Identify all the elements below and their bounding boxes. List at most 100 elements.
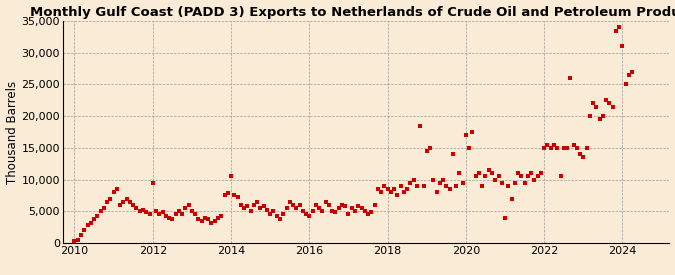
Point <box>265 212 275 217</box>
Point <box>376 190 387 194</box>
Point <box>460 133 471 138</box>
Point <box>294 203 305 207</box>
Point <box>614 25 624 30</box>
Point <box>591 104 602 109</box>
Point <box>76 233 86 238</box>
Point <box>627 70 638 74</box>
Point <box>581 146 592 150</box>
Point <box>108 190 119 194</box>
Point <box>105 196 116 201</box>
Point <box>526 171 537 175</box>
Title: Monthly Gulf Coast (PADD 3) Exports to Netherlands of Crude Oil and Petroleum Pr: Monthly Gulf Coast (PADD 3) Exports to N… <box>30 6 675 18</box>
Point <box>382 187 393 191</box>
Point <box>213 215 223 220</box>
Point <box>86 221 97 225</box>
Point <box>300 212 311 217</box>
Point <box>128 203 138 207</box>
Point <box>193 217 204 221</box>
Point <box>177 212 188 217</box>
Point <box>307 209 318 213</box>
Point <box>396 184 406 188</box>
Point <box>428 177 439 182</box>
Point <box>259 204 269 208</box>
Point <box>385 190 396 194</box>
Point <box>239 206 250 210</box>
Point <box>480 174 491 178</box>
Point <box>549 142 560 147</box>
Point <box>281 206 292 210</box>
Point <box>412 184 423 188</box>
Point <box>362 212 373 217</box>
Point <box>95 209 106 213</box>
Point <box>154 212 165 217</box>
Point <box>601 98 612 103</box>
Point <box>555 174 566 178</box>
Point <box>118 200 129 204</box>
Point <box>310 203 321 207</box>
Point <box>340 204 350 208</box>
Point <box>369 203 380 207</box>
Point <box>421 149 432 153</box>
Point <box>200 215 211 220</box>
Point <box>330 210 341 215</box>
Point <box>444 187 455 191</box>
Point <box>513 171 524 175</box>
Point <box>402 187 412 191</box>
Point <box>144 212 155 217</box>
Point <box>408 177 419 182</box>
Point <box>291 206 302 210</box>
Point <box>392 193 403 197</box>
Point <box>186 209 197 213</box>
Point <box>451 184 462 188</box>
Point <box>617 44 628 49</box>
Point <box>441 184 452 188</box>
Point <box>248 203 259 207</box>
Point <box>131 206 142 210</box>
Point <box>356 206 367 210</box>
Point <box>102 200 113 204</box>
Point <box>82 223 93 227</box>
Point <box>180 206 191 210</box>
Point <box>389 187 400 191</box>
Point <box>448 152 458 156</box>
Point <box>457 180 468 185</box>
Point <box>206 221 217 225</box>
Point <box>435 180 446 185</box>
Point <box>115 203 126 207</box>
Point <box>610 28 621 33</box>
Point <box>503 184 514 188</box>
Point <box>271 214 282 219</box>
Point <box>379 184 389 188</box>
Point <box>255 206 266 210</box>
Point <box>88 217 99 221</box>
Point <box>415 123 426 128</box>
Point <box>284 200 295 204</box>
Point <box>578 155 589 160</box>
Point <box>545 146 556 150</box>
Point <box>304 214 315 219</box>
Point <box>167 217 178 221</box>
Point <box>229 193 240 197</box>
Point <box>558 146 569 150</box>
Point <box>594 117 605 122</box>
Point <box>327 209 338 213</box>
Point <box>147 180 158 185</box>
Point <box>588 101 599 106</box>
Point <box>161 214 171 219</box>
Point <box>69 239 80 243</box>
Point <box>202 217 213 221</box>
Point <box>209 219 220 223</box>
Point <box>366 210 377 215</box>
Point <box>125 200 136 204</box>
Point <box>506 196 517 201</box>
Point <box>219 193 230 197</box>
Point <box>134 209 145 213</box>
Point <box>350 209 360 213</box>
Point <box>552 146 563 150</box>
Point <box>278 212 289 217</box>
Point <box>151 209 161 213</box>
Point <box>298 209 308 213</box>
Point <box>474 171 485 175</box>
Point <box>418 184 429 188</box>
Point <box>490 177 501 182</box>
